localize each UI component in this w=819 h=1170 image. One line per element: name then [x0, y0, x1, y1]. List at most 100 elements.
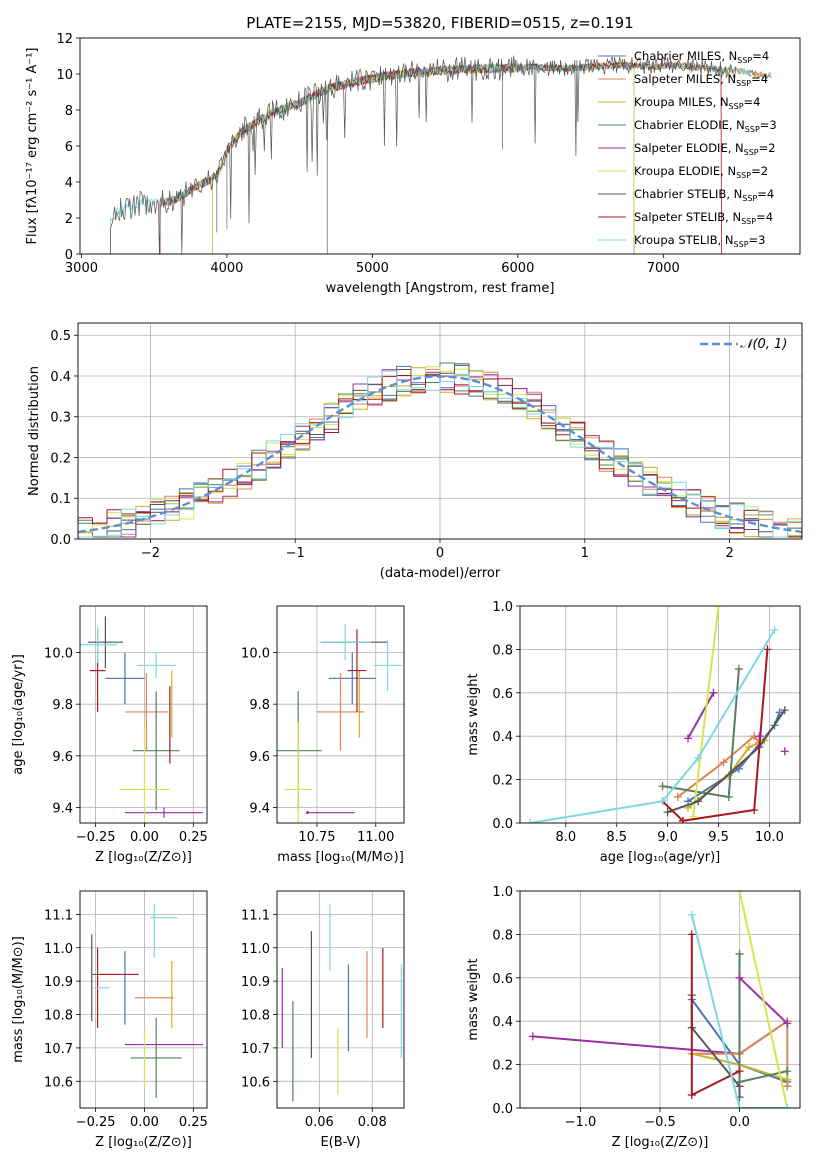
errorbar-point [105, 652, 145, 705]
y-axis-label: mass [log₁₀(M/M⊙)] [11, 936, 26, 1063]
plus-marker [714, 606, 723, 610]
plus-marker [770, 625, 779, 634]
x-tick-label: 5000 [356, 261, 389, 276]
plus-marker [719, 758, 728, 767]
spectrum-series-line [110, 55, 737, 254]
plus-marker [734, 664, 743, 673]
plus-marker [763, 645, 772, 654]
x-tick-label: 0.06 [305, 1115, 334, 1130]
x-tick-label: −0.5 [644, 1115, 676, 1130]
plus-marker [687, 930, 696, 939]
errorbar-point [136, 652, 176, 679]
x-tick-label: 10.0 [755, 830, 784, 845]
legend-entry: 𝒩(0, 1) [740, 337, 787, 352]
y-axis-label: Normed distribution [27, 366, 42, 496]
age-vs-Z-axes: −0.25 0.00 0.25 9.4 9.6 9.8 10.0 Z [log₁₀(Z/Z⊙)… [11, 605, 208, 865]
errorbar-point [328, 652, 376, 705]
errorbar-point [124, 673, 168, 751]
errorbar-point [132, 691, 180, 811]
plus-marker [780, 747, 789, 756]
x-tick-label: 8.0 [555, 830, 576, 845]
y-tick-label: 9.8 [249, 698, 270, 713]
legend-entry: Salpeter ELODIE, NSSP=2 [634, 141, 776, 157]
normal-curve [78, 375, 802, 534]
x-tick-label: 3000 [65, 261, 98, 276]
weight-series-line [738, 953, 788, 1084]
y-tick-label: 12 [56, 32, 73, 47]
x-tick-label: 0.25 [179, 830, 208, 845]
y-tick-label: 10.9 [241, 975, 270, 990]
x-axis-label: Z [log₁₀(Z/Z⊙)] [612, 1135, 709, 1150]
weight-vs-Z-axes: −1.0 −0.5 0.0 0.0 0.2 0.4 0.6 0.8 1.0 Z [log₁₀(Z/… [466, 885, 801, 1150]
spectrum-series-line [159, 61, 772, 254]
x-axis-label: mass [log₁₀(M/M⊙)] [277, 850, 404, 865]
plus-marker [526, 819, 535, 823]
y-tick-label: 0.1 [50, 492, 71, 507]
legend-entry: Salpeter STELIB, NSSP=4 [634, 210, 773, 226]
plus-marker [755, 732, 764, 741]
spectrum-series-line [212, 60, 635, 254]
x-tick-label: 6000 [501, 261, 534, 276]
weight-series [687, 910, 792, 1108]
y-tick-label: 11.0 [241, 942, 270, 957]
weight-series-line [677, 734, 761, 798]
x-tick-label: −0.25 [76, 1115, 116, 1130]
plus-marker [783, 1104, 792, 1108]
y-axis-label: Flux [fλ10⁻¹⁷ erg cm⁻² s⁻¹ A⁻¹] [25, 48, 40, 245]
errorbar-point [319, 624, 372, 661]
plus-marker [694, 797, 703, 806]
spectrum-series-line [159, 60, 722, 254]
plus-marker [780, 706, 789, 715]
plus-marker [684, 734, 692, 743]
x-tick-label: 9.5 [708, 830, 729, 845]
y-tick-label: 10.7 [44, 1042, 73, 1057]
y-tick-label: 10 [56, 68, 73, 83]
plus-marker [678, 816, 687, 823]
x-tick-label: 0.0 [729, 1115, 750, 1130]
plus-marker [694, 753, 703, 762]
y-tick-label: 9.8 [52, 698, 73, 713]
x-tick-label: 2 [725, 546, 733, 561]
y-tick-label: 0.0 [50, 533, 71, 548]
y-tick-label: 0.2 [50, 451, 71, 466]
y-tick-label: 10.8 [241, 1009, 270, 1024]
weight-series-line [662, 668, 740, 799]
weight-series-line [530, 629, 776, 823]
errorbar-point [130, 1017, 182, 1098]
legend-entry: Kroupa STELIB, NSSP=3 [634, 233, 765, 249]
plus-marker [783, 1019, 792, 1028]
y-tick-label: 10.8 [44, 1009, 73, 1024]
plot-frame [77, 322, 803, 540]
age-vs-mass-axes: 10.75 11.00 9.4 9.6 9.8 10.0 mass [log₁₀(M/M⊙)… [241, 605, 405, 865]
x-tick-label: 0.00 [130, 1115, 159, 1130]
y-tick-label: 10.6 [241, 1075, 270, 1090]
x-tick-label: 0.00 [130, 830, 159, 845]
y-tick-label: 0.6 [492, 687, 513, 702]
spectrum-series-line [159, 60, 772, 254]
plot-frame [276, 605, 405, 824]
plus-marker [687, 1090, 696, 1099]
errorbar-point [347, 629, 367, 712]
y-axis-label: mass weight [466, 673, 481, 755]
legend-entry: Chabrier ELODIE, NSSP=3 [634, 118, 777, 134]
figure-title: PLATE=2155, MJD=53820, FIBERID=0515, z=0… [246, 14, 633, 32]
y-tick-label: 2 [65, 212, 73, 227]
plus-marker [783, 1075, 792, 1084]
x-tick-label: 0.25 [179, 1115, 208, 1130]
mass-vs-Z-axes: −0.25 0.00 0.25 10.6 10.7 10.8 10.9 11.0 11.1 Z [… [11, 890, 208, 1150]
spectrum-legend: Chabrier MILES, NSSP=4 Salpeter MILES, NS… [598, 49, 777, 249]
plot-frame [519, 605, 801, 824]
spectrum-series-line [212, 60, 635, 254]
errorbar-point [124, 807, 204, 818]
plus-marker [673, 792, 682, 801]
y-tick-label: 10.7 [241, 1042, 270, 1057]
y-tick-label: 0.6 [492, 972, 513, 987]
plot-frame [276, 890, 405, 1109]
y-tick-label: 11.1 [44, 908, 73, 923]
y-tick-label: 0.4 [492, 730, 513, 745]
errorbar-point [87, 616, 123, 668]
y-tick-label: 0.8 [492, 928, 513, 943]
plus-marker [658, 782, 667, 791]
plus-marker [735, 949, 744, 958]
